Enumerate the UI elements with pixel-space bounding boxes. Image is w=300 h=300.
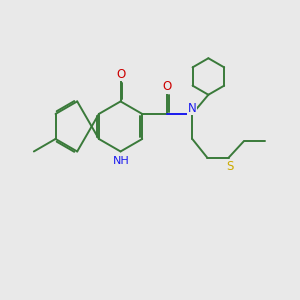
Text: O: O: [163, 80, 172, 93]
Text: S: S: [226, 160, 234, 173]
Text: O: O: [116, 68, 125, 81]
Text: NH: NH: [113, 156, 130, 166]
Text: N: N: [188, 102, 197, 115]
